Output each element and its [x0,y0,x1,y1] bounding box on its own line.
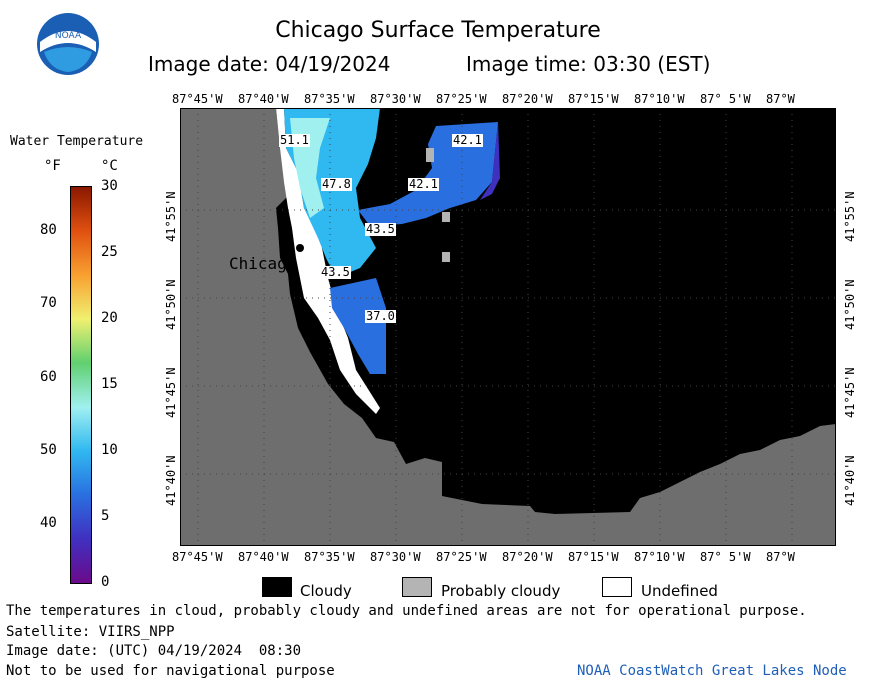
lat-tick-left: 41°50'N [164,279,178,330]
legend-undefined-label: Undefined [641,582,718,600]
contour-label: 42.1 [408,177,439,191]
legend-undefined-swatch [602,577,632,597]
lon-tick-bottom: 87°35'W [304,550,355,564]
probably-cloudy-patch [426,148,434,162]
south-water [330,278,386,374]
image-time: Image time: 03:30 (EST) [466,52,711,76]
map-border [180,108,836,546]
colorbar-unit-c: °C [101,158,118,174]
lat-tick-left: 41°55'N [164,191,178,242]
east-water [358,122,498,226]
colorbar-tick-c: 5 [101,508,110,524]
colorbar-title: Water Temperature [10,134,144,149]
lat-tick-left: 41°40'N [164,455,178,506]
probably-cloudy-patch [442,252,450,262]
graticule [180,108,836,546]
undefined-area [276,108,380,414]
contour-label: 37.0 [365,309,396,323]
lon-tick-top: 87°40'W [238,92,289,106]
lon-tick-top: 87°10'W [634,92,685,106]
lon-tick-bottom: 87°40'W [238,550,289,564]
colorbar-tick-c: 10 [101,442,118,458]
colorbar-tick-c: 20 [101,310,118,326]
lon-tick-bottom: 87°10'W [634,550,685,564]
lon-tick-top: 87° 5'W [700,92,751,106]
lat-tick-right: 41°45'N [843,367,857,418]
contour-label: 42.1 [452,133,483,147]
credit-text: NOAA CoastWatch Great Lakes Node [577,663,847,679]
colorbar-tick-f: 40 [40,515,57,532]
lat-tick-left: 41°45'N [164,367,178,418]
image-date: Image date: 04/19/2024 [148,52,391,76]
lat-tick-right: 41°50'N [843,279,857,330]
utc-date-text: Image date: (UTC) 04/19/2024 08:30 [6,643,302,659]
lat-tick-right: 41°40'N [843,455,857,506]
page-title: Chicago Surface Temperature [275,18,601,43]
legend-probably-cloudy-swatch [402,577,432,597]
contour-label: 43.5 [365,222,396,236]
contour-label: 47.8 [321,177,352,191]
colorbar-unit-f: °F [44,158,61,174]
city-label: Chicago [229,254,297,273]
legend-cloudy-swatch [262,577,292,597]
lon-tick-top: 87°45'W [172,92,223,106]
satellite-text: Satellite: VIIRS_NPP [6,624,175,640]
lon-tick-bottom: 87°15'W [568,550,619,564]
noaa-logo-text: NOAA [55,31,82,41]
colorbar-tick-f: 60 [40,368,57,385]
lon-tick-bottom: 87°20'W [502,550,553,564]
east-water-edge [480,122,500,200]
legend-cloudy-label: Cloudy [300,582,352,600]
legend-probably-cloudy-label: Probably cloudy [441,582,561,600]
colorbar-tick-c: 0 [101,574,110,590]
probably-cloudy-patch [442,212,450,222]
contour-label: 43.5 [320,265,351,279]
chicago-marker [296,244,304,252]
noaa-logo: NOAA [37,13,99,75]
lon-tick-top: 87°30'W [370,92,421,106]
colorbar-tick-f: 80 [40,222,57,238]
disclaimer-text: The temperatures in cloud, probably clou… [6,603,807,619]
colorbar [70,186,92,584]
lon-tick-top: 87°20'W [502,92,553,106]
lon-tick-top: 87°W [766,92,795,106]
nav-warning-text: Not to be used for navigational purpose [6,663,335,679]
colorbar-tick-c: 30 [101,178,118,194]
colorbar-tick-f: 70 [40,295,57,312]
lon-tick-bottom: 87°45'W [172,550,223,564]
lon-tick-bottom: 87°25'W [436,550,487,564]
lon-tick-top: 87°35'W [304,92,355,106]
lat-tick-right: 41°55'N [843,191,857,242]
contour-label: 51.1 [279,133,310,147]
colorbar-tick-c: 15 [101,376,118,392]
temperature-map [180,108,836,546]
lon-tick-bottom: 87° 5'W [700,550,751,564]
colorbar-tick-c: 25 [101,244,118,260]
lon-tick-top: 87°15'W [568,92,619,106]
colorbar-tick-f: 50 [40,442,57,458]
lon-tick-top: 87°25'W [436,92,487,106]
lon-tick-bottom: 87°30'W [370,550,421,564]
lon-tick-bottom: 87°W [766,550,795,564]
